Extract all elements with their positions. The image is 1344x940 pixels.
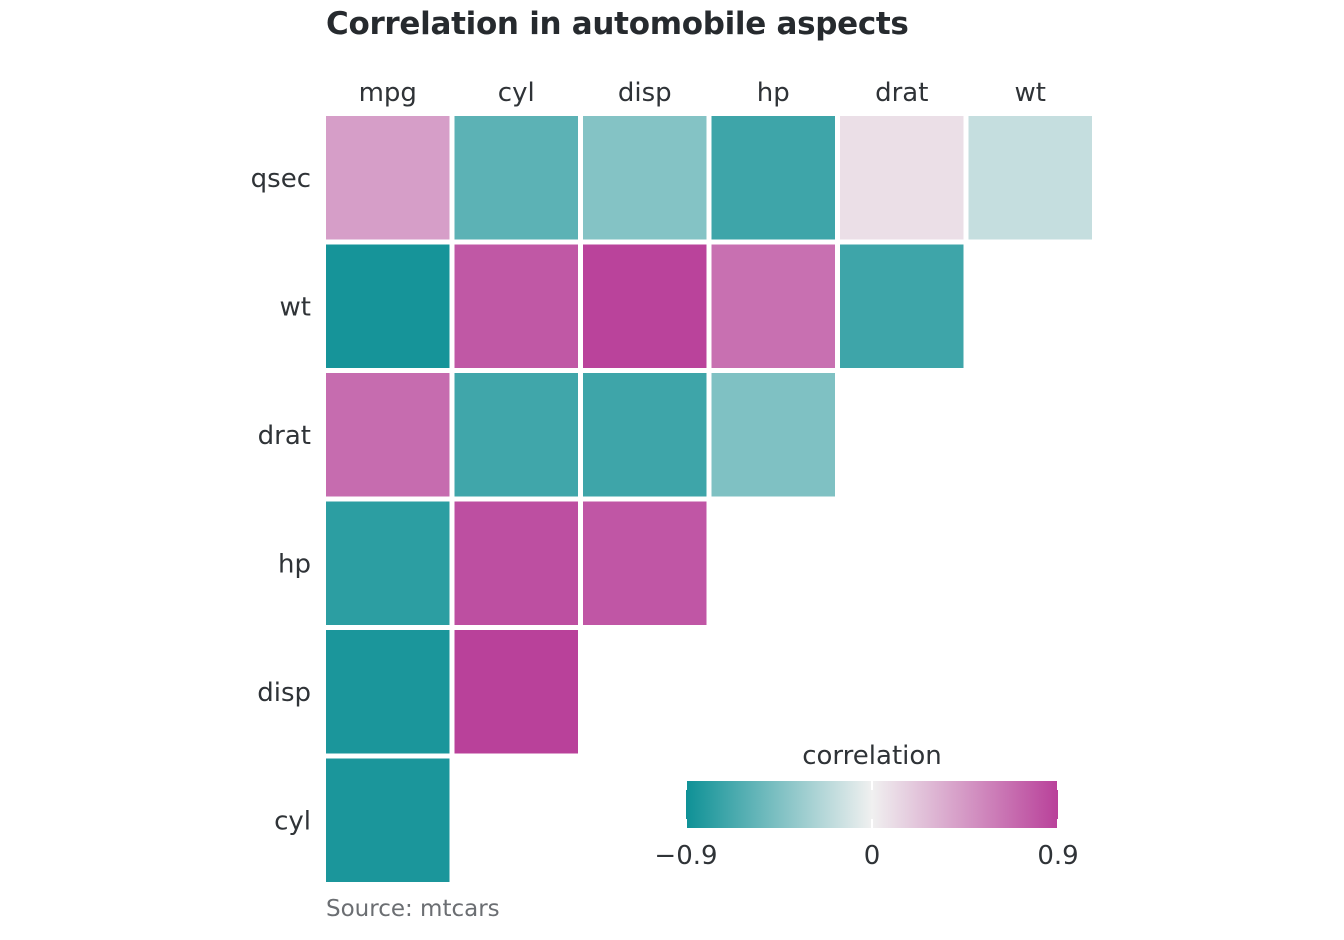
x-axis-tick-labels: mpg cyl disp hp drat wt [359,78,1046,108]
y-tick-label-cyl: cyl [274,806,311,836]
heatmap-cell-mpg-hp [326,501,450,625]
heatmap-cell-disp-hp [583,501,707,625]
heatmap-cell-drat-wt [840,244,964,368]
heatmap-cell-cyl-disp [454,630,578,754]
y-tick-label-qsec: qsec [251,164,311,194]
source-caption: Source: mtcars [326,896,500,922]
heatmap-cell-cyl-hp [454,501,578,625]
heatmap-cell-drat-qsec [840,116,964,240]
x-tick-label-hp: hp [757,78,790,108]
heatmap-cell-mpg-qsec [326,116,450,240]
heatmap-cell-hp-drat [711,373,835,497]
heatmap-cell-hp-qsec [711,116,835,240]
x-tick-label-wt: wt [1015,78,1046,108]
legend-ticks: −0.9 0 0.9 [654,781,1079,871]
chart-title: Correlation in automobile aspects [326,6,909,42]
y-tick-label-disp: disp [257,678,311,708]
y-tick-label-wt: wt [280,292,311,322]
heatmap-cell-wt-qsec [968,116,1092,240]
heatmap-cell-disp-drat [583,373,707,497]
x-tick-label-mpg: mpg [359,78,417,108]
heatmap-cell-cyl-drat [454,373,578,497]
x-tick-label-cyl: cyl [498,78,535,108]
heatmap-cell-mpg-drat [326,373,450,497]
heatmap-cells [326,116,1092,882]
heatmap-cell-disp-qsec [583,116,707,240]
legend-title: correlation [802,741,942,771]
y-tick-label-drat: drat [258,421,311,451]
heatmap-cell-mpg-cyl [326,758,450,882]
heatmap-cell-hp-wt [711,244,835,368]
legend-tick-label-1: 0 [864,841,881,871]
heatmap-cell-mpg-disp [326,630,450,754]
heatmap-cell-mpg-wt [326,244,450,368]
y-tick-label-hp: hp [278,549,311,579]
heatmap-cell-disp-wt [583,244,707,368]
x-tick-label-drat: drat [875,78,928,108]
legend-tick-label-0: −0.9 [654,841,717,871]
x-tick-label-disp: disp [618,78,672,108]
legend-tick-label-2: 0.9 [1037,841,1078,871]
color-legend: correlation −0.9 0 0.9 [654,741,1078,871]
heatmap-cell-cyl-wt [454,244,578,368]
y-axis-tick-labels: qsec wt drat hp disp cyl [251,164,311,837]
heatmap-cell-cyl-qsec [454,116,578,240]
